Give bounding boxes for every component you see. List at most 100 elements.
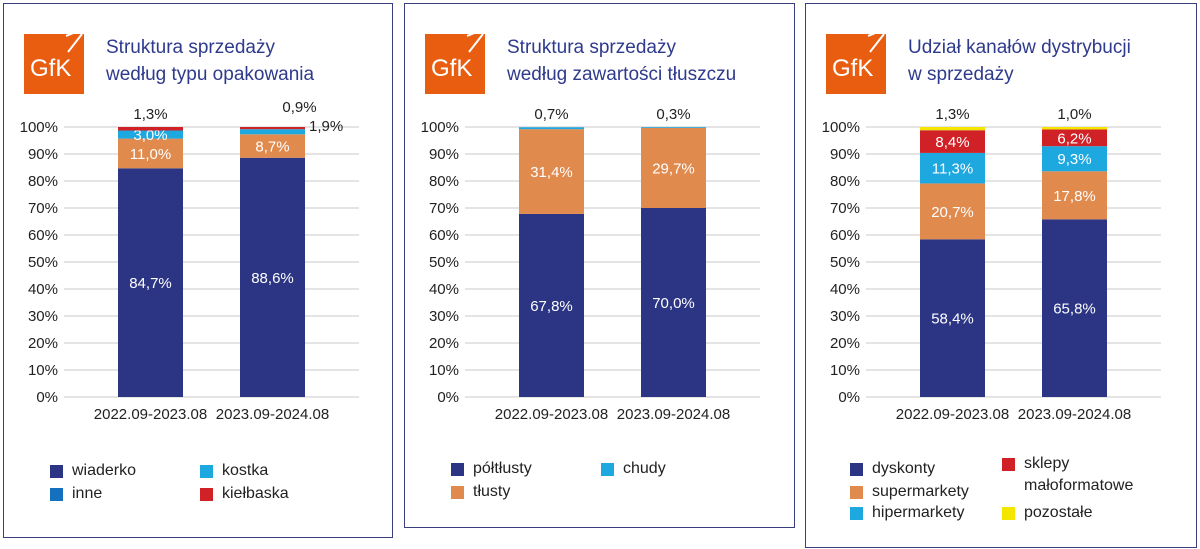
y-tick-label: 50% xyxy=(28,254,58,271)
y-tick-label: 70% xyxy=(28,200,58,217)
y-tick-label: 100% xyxy=(421,119,459,136)
gfk-logo: GfK xyxy=(425,31,485,94)
y-tick-label: 10% xyxy=(28,362,58,379)
y-tick-label: 50% xyxy=(830,254,860,271)
legend-label: dyskonty xyxy=(872,460,936,477)
legend-swatch xyxy=(850,463,863,476)
legend-swatch xyxy=(601,463,614,476)
bar-segment-chudy xyxy=(519,127,584,130)
legend-label: hipermarkety xyxy=(872,504,965,521)
y-tick-label: 100% xyxy=(20,119,58,136)
y-tick-label: 70% xyxy=(830,200,860,217)
data-label: 8,7% xyxy=(255,139,289,156)
legend-label: kiełbaska xyxy=(222,485,289,502)
chart-panel-fat-content: GfK Struktura sprzedaży według zawartości … xyxy=(404,3,795,528)
y-tick-label: 80% xyxy=(28,173,58,190)
y-tick-label: 0% xyxy=(838,389,860,406)
bar-segment-hipermarkety xyxy=(920,152,985,184)
y-tick-label: 30% xyxy=(830,308,860,325)
x-category-label: 2023.09-2024.08 xyxy=(1018,406,1131,423)
y-tick-label: 90% xyxy=(830,146,860,163)
data-label: 70,0% xyxy=(652,295,695,312)
y-tick-label: 10% xyxy=(429,362,459,379)
y-tick-label: 60% xyxy=(429,227,459,244)
bar-segment-półtłusty xyxy=(519,213,584,397)
y-tick-label: 0% xyxy=(36,389,58,406)
chart-title-line: według zawartości tłuszczu xyxy=(507,64,737,85)
x-category-label: 2022.09-2023.08 xyxy=(896,406,1009,423)
y-tick-label: 80% xyxy=(429,173,459,190)
data-label: 6,2% xyxy=(1057,130,1091,147)
y-tick-label: 40% xyxy=(830,281,860,298)
bar-segment-wiaderko xyxy=(240,157,305,397)
chart-title-line: w sprzedaży xyxy=(908,64,1014,85)
chart-title: Udział kanałów dystrybucji w sprzedaży xyxy=(908,34,1131,88)
bar-segment-półtłusty xyxy=(641,208,706,397)
legend-swatch xyxy=(200,488,213,501)
y-tick-label: 40% xyxy=(28,281,58,298)
bar-segment-wiaderko xyxy=(118,168,183,397)
bar-segment-dyskonty xyxy=(1042,219,1107,397)
legend-swatch xyxy=(50,488,63,501)
data-label: 1,3% xyxy=(133,106,167,123)
y-tick-label: 10% xyxy=(830,362,860,379)
data-label: 11,3% xyxy=(932,161,973,178)
legend-label: sklepy małoformatowe xyxy=(1024,455,1134,494)
legend-label: tłusty xyxy=(473,483,511,500)
bar-segment-kostka xyxy=(118,130,183,139)
y-tick-label: 60% xyxy=(830,227,860,244)
bar-segment-kiełbaska xyxy=(240,127,305,130)
data-label: 9,3% xyxy=(1057,151,1091,168)
data-label: 1,9% xyxy=(309,118,343,135)
svg-text:GfK: GfK xyxy=(832,55,873,82)
data-label: 20,7% xyxy=(931,204,974,221)
legend-swatch xyxy=(850,486,863,499)
y-tick-label: 40% xyxy=(429,281,459,298)
y-tick-label: 20% xyxy=(429,335,459,352)
y-tick-label: 60% xyxy=(28,227,58,244)
data-label: 84,7% xyxy=(129,275,172,292)
bar-segment-sklepy-małoformatowe xyxy=(1042,129,1107,147)
legend-label: wiaderko xyxy=(72,462,137,479)
data-label: 3,0% xyxy=(133,127,167,144)
chart-title: Struktura sprzedaży według zawartości tłu… xyxy=(507,34,736,88)
data-label: 58,4% xyxy=(931,311,974,328)
bar-segment-tłusty xyxy=(641,127,706,208)
bar-segment-pozostałe xyxy=(1042,127,1107,130)
gfk-logo: GfK xyxy=(826,31,886,94)
y-tick-label: 30% xyxy=(28,308,58,325)
y-tick-label: 90% xyxy=(429,146,459,163)
y-tick-label: 20% xyxy=(830,335,860,352)
x-category-label: 2022.09-2023.08 xyxy=(495,406,608,423)
data-label: 88,6% xyxy=(251,270,294,287)
y-tick-label: 100% xyxy=(822,119,860,136)
bar-segment-pozostałe xyxy=(920,127,985,131)
bar-segment-dyskonty xyxy=(920,239,985,397)
svg-text:GfK: GfK xyxy=(30,55,71,82)
gfk-logo: GfK xyxy=(24,31,84,94)
data-label: 67,8% xyxy=(530,298,573,315)
bar-segment-inne xyxy=(240,134,305,158)
y-tick-label: 0% xyxy=(437,389,459,406)
legend-swatch xyxy=(50,465,63,478)
chart-panel-distribution: GfK Udział kanałów dystrybucji w sprzedaży… xyxy=(805,3,1197,548)
legend-label: pozostałe xyxy=(1024,504,1093,521)
bar-segment-kiełbaska xyxy=(118,127,183,131)
chart-title-line: Struktura sprzedaży xyxy=(106,37,275,58)
bar-segment-inne xyxy=(118,138,183,169)
legend-swatch xyxy=(451,463,464,476)
data-label: 65,8% xyxy=(1053,301,1096,318)
bar-segment-hipermarkety xyxy=(1042,146,1107,172)
y-tick-label: 20% xyxy=(28,335,58,352)
legend-label: inne xyxy=(72,485,103,502)
stacked-bar-plot: 0% 10% 20% 30% 40% 50% 60% 70% 80% 90% 100% 58,4% 20… xyxy=(822,106,1161,423)
chart-title-line: według typu opakowania xyxy=(106,64,315,85)
bar-segment-supermarkety xyxy=(1042,171,1107,220)
legend-swatch xyxy=(1002,458,1015,471)
y-tick-label: 90% xyxy=(28,146,58,163)
data-label: 17,8% xyxy=(1053,188,1096,205)
legend-label: supermarkety xyxy=(872,483,969,500)
legend-swatch xyxy=(451,486,464,499)
svg-text:GfK: GfK xyxy=(431,55,472,82)
legend-label: chudy xyxy=(623,460,666,477)
